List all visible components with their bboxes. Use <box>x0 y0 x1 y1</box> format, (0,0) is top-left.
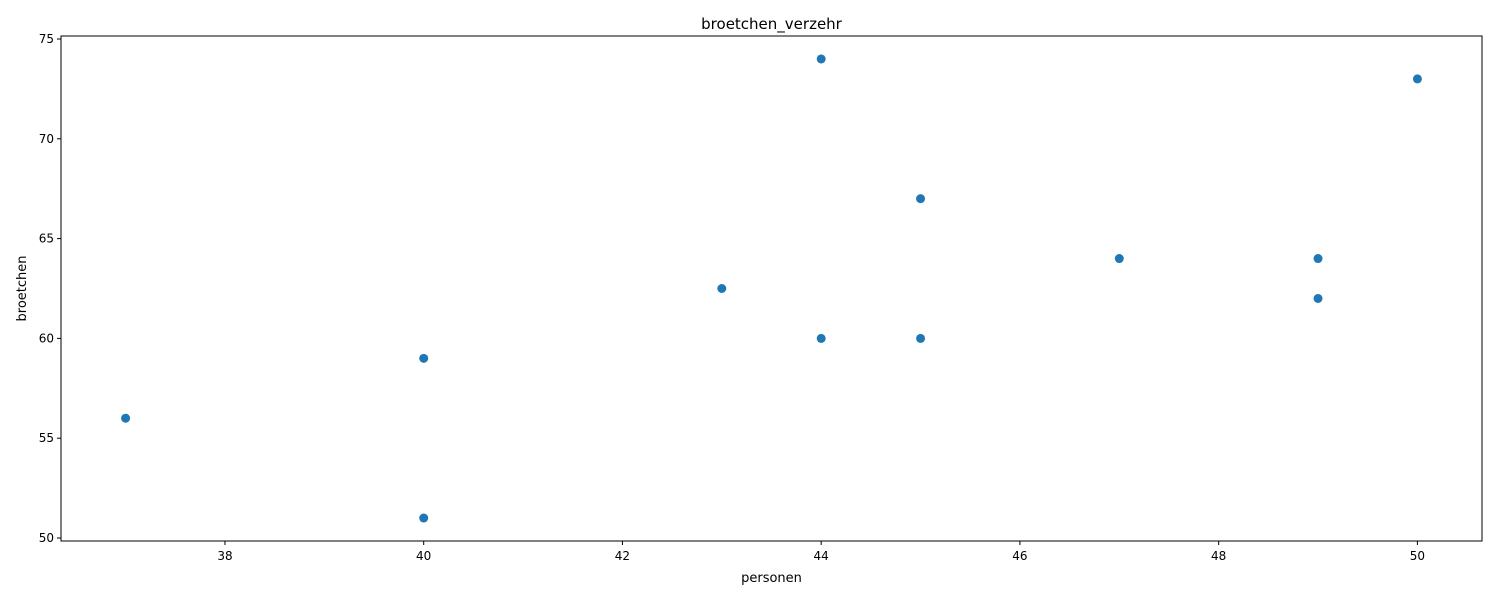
data-point <box>121 413 131 423</box>
data-point <box>1313 254 1323 264</box>
data-point <box>419 513 429 523</box>
x-tick-label: 50 <box>1410 549 1425 563</box>
data-point <box>916 333 926 343</box>
data-point <box>419 353 429 363</box>
plot-area: 38 40 42 44 46 48 50 50 55 60 65 70 75 <box>39 32 1483 563</box>
x-tick-label: 48 <box>1211 549 1226 563</box>
chart-title: broetchen_verzehr <box>701 15 843 34</box>
y-tick-label: 75 <box>39 32 54 46</box>
data-point <box>717 284 727 293</box>
data-point <box>816 333 826 343</box>
y-tick-label: 50 <box>39 531 54 545</box>
data-point <box>916 194 926 204</box>
y-axis-label: broetchen <box>15 256 30 322</box>
x-tick-label: 42 <box>615 549 630 563</box>
data-point <box>816 54 826 64</box>
y-tick-label: 70 <box>39 132 54 146</box>
y-tick-label: 55 <box>39 431 54 445</box>
data-point <box>1114 254 1124 264</box>
y-axis: 50 55 60 65 70 75 <box>39 32 61 545</box>
x-tick-label: 40 <box>416 549 431 563</box>
x-tick-label: 38 <box>217 549 232 563</box>
data-points <box>121 54 1422 523</box>
data-point <box>1313 293 1323 303</box>
x-tick-label: 44 <box>814 549 829 563</box>
x-tick-label: 46 <box>1012 549 1027 563</box>
data-point <box>1412 74 1422 84</box>
x-axis-label: personen <box>741 571 802 586</box>
plot-frame <box>60 35 1483 542</box>
y-tick-label: 60 <box>39 331 54 345</box>
y-tick-label: 65 <box>39 232 54 246</box>
x-axis: 38 40 42 44 46 48 50 <box>217 541 1425 563</box>
